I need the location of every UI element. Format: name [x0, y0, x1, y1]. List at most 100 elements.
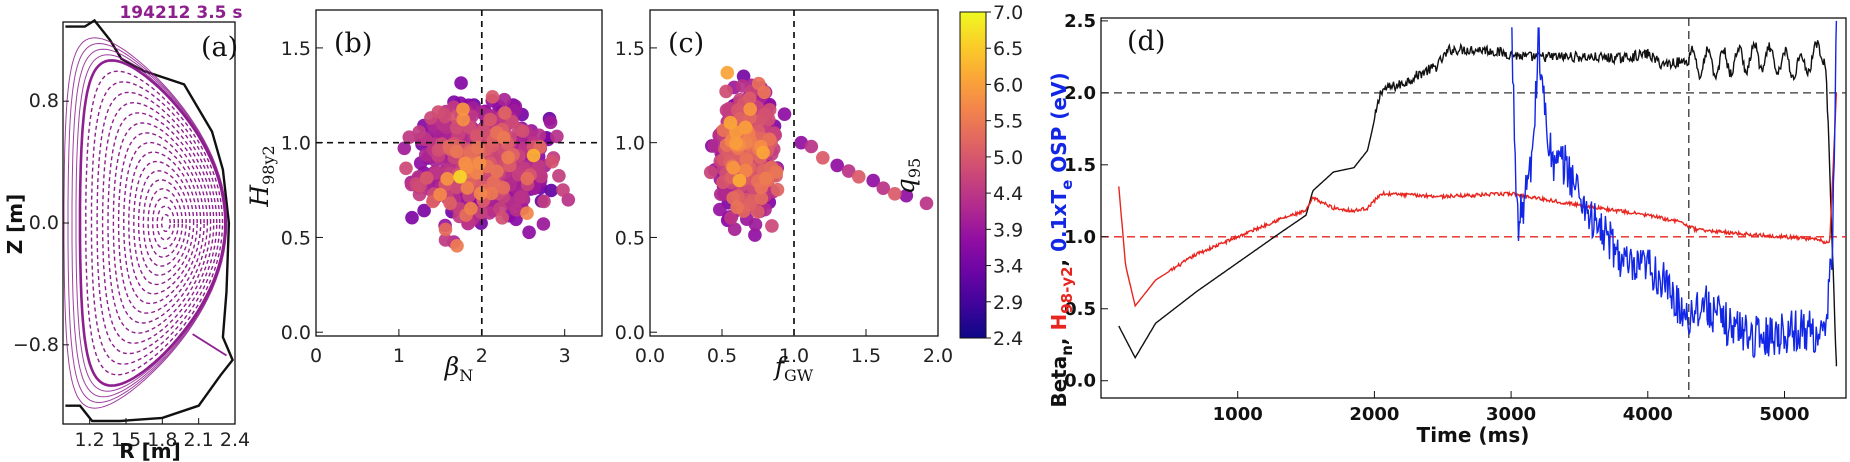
x-axis-label: βN [444, 352, 473, 385]
y-tick-label: 2.0 [1064, 83, 1096, 104]
panel-a-title: 194212 3.5 s [119, 3, 242, 23]
sol-flux-surface [71, 48, 227, 398]
scatter-point [453, 170, 467, 184]
x-tick-label: 1.5 [111, 429, 141, 451]
scatter-point [759, 171, 773, 186]
flux-surface-inner [147, 188, 183, 258]
x-tick-label: 3000 [1486, 404, 1536, 425]
x-tick-label: 0.5 [707, 345, 737, 367]
scatter-point [757, 85, 771, 100]
panel-d-timeseries: 1000 2000 3000 4000 5000 0.0 0.5 1.0 1.5 2.0 2.5 (d… [1047, 11, 1847, 447]
scatter-point [841, 164, 856, 178]
x-axis-label: R [m] [119, 439, 180, 462]
flux-surface-inner [133, 160, 195, 286]
y-axis-label: Betan, H98-y2, 0.1xTe OSP (eV) [1047, 72, 1076, 407]
scatter-point [544, 183, 558, 198]
scatter-point [550, 129, 564, 144]
scatter-point [497, 130, 511, 145]
x-tick-label: 1.2 [75, 429, 105, 451]
scatter-point [495, 211, 510, 225]
colorbar-tick-label: 5.5 [993, 111, 1023, 133]
scatter-point [552, 169, 566, 183]
sol-flux-surface [75, 54, 227, 392]
scatter-point [438, 233, 453, 247]
flux-surface-inner [117, 132, 205, 314]
y-tick-label: 0.5 [615, 227, 645, 249]
separatrix [78, 59, 227, 387]
series-line-beta-n [1118, 40, 1838, 367]
y-tick-label: 1.0 [615, 133, 645, 155]
flux-surface-inner [122, 141, 202, 305]
scatter-point [777, 107, 792, 121]
scatter-point [515, 124, 530, 138]
scatter-point [730, 200, 744, 215]
scatter-point [888, 187, 902, 201]
scatter-point [756, 145, 770, 160]
scatter-point [748, 217, 763, 232]
scatter-point [522, 225, 536, 240]
scatter-point [497, 92, 512, 107]
scatter-point [765, 219, 779, 233]
scatter-point [742, 91, 757, 106]
scatter-point [456, 102, 470, 117]
scatter-point [520, 171, 535, 186]
x-tick-label: 0.0 [635, 345, 665, 367]
colorbar-label: q95 [891, 158, 924, 194]
scatter-point [513, 190, 527, 205]
y-tick-label: 0.0 [29, 212, 59, 234]
scatter-point [543, 115, 558, 130]
scatter-point [707, 139, 722, 153]
scatter-point [723, 115, 738, 130]
scatter-point [537, 194, 551, 209]
scatter-point [417, 203, 431, 218]
scatter-point [431, 105, 446, 119]
scatter-point [501, 150, 515, 165]
scatter-point [724, 211, 738, 225]
y-tick-label: 1.5 [615, 38, 645, 60]
scatter-point [443, 196, 457, 211]
series-line-h98-y2 [1118, 92, 1838, 308]
colorbar-bar [959, 11, 987, 339]
scatter-point [412, 125, 427, 139]
scatter-point [485, 90, 500, 104]
scatter-point [732, 173, 747, 188]
scatter-point [738, 163, 753, 178]
flux-surface-inner [137, 170, 191, 276]
scatter-point [830, 158, 844, 173]
scatter-point [399, 161, 413, 176]
flux-surface-inner [107, 112, 212, 334]
scatter-point [526, 148, 541, 163]
scatter-point [484, 186, 499, 201]
y-axis-label: Z [m] [3, 194, 27, 255]
x-tick-label: 1.8 [147, 429, 177, 451]
x-tick-label: 5000 [1759, 404, 1809, 425]
panel-a-label: (a) [201, 32, 238, 63]
scatter-point [727, 222, 742, 236]
colorbar-tick-label: 7.0 [993, 2, 1023, 24]
scatter-point [866, 173, 880, 188]
colorbar-tick-label: 3.4 [993, 256, 1023, 278]
panel-b-label: (b) [334, 28, 372, 59]
x-tick-label: 1.0 [779, 345, 809, 367]
y-tick-label: 0.5 [281, 227, 311, 249]
scatter-point [852, 170, 866, 184]
panel-d-frame [1100, 17, 1847, 399]
scatter-point [450, 239, 464, 253]
scatter-point [449, 180, 464, 195]
scatter-point [456, 112, 471, 127]
scatter-point [433, 187, 447, 202]
x-tick-label: 2.4 [220, 429, 250, 451]
scatter-point [486, 175, 501, 190]
x-tick-label: 2 [476, 345, 488, 367]
scatter-point [713, 202, 727, 217]
panel-d-label: (d) [1127, 26, 1165, 57]
y-tick-label: 0.0 [1064, 371, 1096, 392]
flux-surface-inner [85, 70, 224, 376]
scatter-point [556, 183, 570, 197]
scatter-point [545, 154, 559, 169]
scatter-point [770, 182, 785, 197]
y-axis-label: H98y2 [245, 145, 278, 207]
x-tick-label: 1000 [1213, 404, 1263, 425]
flux-surface-inner [128, 151, 198, 295]
